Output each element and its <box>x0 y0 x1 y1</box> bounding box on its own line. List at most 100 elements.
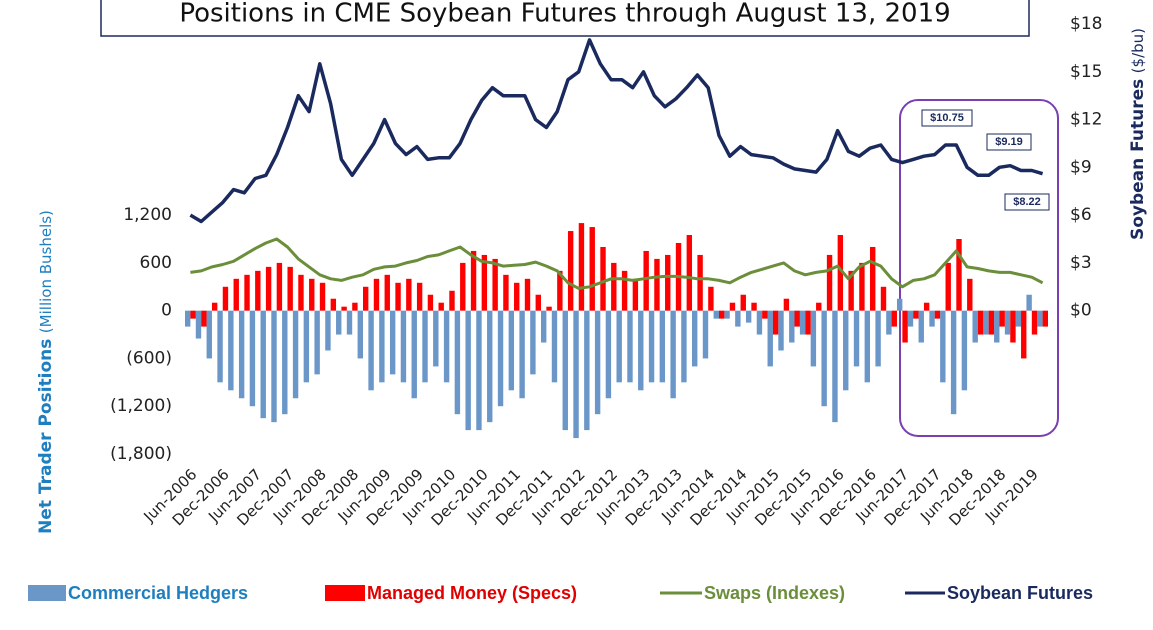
bar <box>1026 294 1032 311</box>
bar <box>643 250 649 311</box>
y-tick-label: (1,200) <box>110 396 172 416</box>
chart-title: Positions in CME Soybean Futures through… <box>179 0 950 29</box>
bar <box>1031 310 1038 335</box>
bar <box>600 246 606 311</box>
bar <box>1004 310 1011 335</box>
bar <box>1015 310 1022 327</box>
bar <box>934 310 941 319</box>
bar <box>848 270 854 311</box>
bar <box>357 310 363 359</box>
y2-tick-label: $18 <box>1070 14 1102 34</box>
bar <box>562 310 568 431</box>
bar <box>535 294 541 311</box>
bar <box>956 239 962 311</box>
bar <box>546 306 552 311</box>
bar <box>325 310 331 351</box>
bar <box>519 310 525 399</box>
bar <box>611 262 617 311</box>
bar <box>314 310 320 375</box>
bar <box>298 274 304 311</box>
bar <box>751 302 757 311</box>
bar <box>551 310 558 383</box>
bar <box>1042 310 1048 327</box>
bar <box>832 310 838 423</box>
bar <box>330 298 337 311</box>
bar <box>336 310 342 335</box>
bar <box>729 302 736 311</box>
bar <box>211 302 218 311</box>
bar <box>368 310 374 391</box>
bar <box>265 266 272 311</box>
bar <box>362 286 369 311</box>
bar <box>735 310 741 327</box>
bar <box>411 310 417 399</box>
bar <box>864 310 871 383</box>
bar <box>967 278 973 311</box>
bar <box>988 310 995 335</box>
bar <box>443 310 450 383</box>
bar <box>708 286 714 311</box>
bar <box>697 254 703 311</box>
bar <box>837 235 844 311</box>
bar <box>573 310 579 439</box>
highlight-box <box>899 99 1059 437</box>
bar <box>557 270 563 311</box>
bar <box>821 310 827 407</box>
bar <box>621 270 628 311</box>
bar <box>492 258 498 311</box>
bar <box>870 246 876 311</box>
legend: Commercial Hedgers Managed Money (Specs)… <box>28 583 1093 603</box>
title-box <box>100 0 1030 37</box>
bar <box>783 298 790 311</box>
bar <box>929 310 935 327</box>
bar <box>319 282 326 311</box>
bar <box>282 310 288 415</box>
y2-axis-label: Soybean Futures ($/bu) <box>1128 28 1148 240</box>
bar <box>578 223 585 311</box>
bar <box>185 310 191 327</box>
bar <box>292 310 299 399</box>
legend-label: Swaps (Indexes) <box>704 583 845 603</box>
bar <box>745 310 752 323</box>
bar <box>400 310 407 383</box>
bar <box>190 310 196 319</box>
bar <box>465 310 471 431</box>
y-label-unit: (Million Bushels) <box>37 210 55 333</box>
bar <box>427 294 434 311</box>
bar <box>352 302 358 311</box>
bar <box>217 310 223 383</box>
bar <box>276 262 283 311</box>
bar <box>589 227 595 311</box>
bar <box>632 278 639 311</box>
y-axis-label: Net Trader Positions (Million Bushels) <box>36 210 56 534</box>
y2-tick-label: $6 <box>1070 205 1092 225</box>
bar <box>454 310 461 415</box>
bar <box>384 274 390 311</box>
bar <box>853 310 860 367</box>
bar <box>654 258 660 311</box>
bar <box>260 310 266 419</box>
y2-label-unit: ($/bu) <box>1129 28 1147 73</box>
bar <box>487 310 493 423</box>
bar <box>681 310 687 383</box>
line <box>190 237 1044 290</box>
bar <box>659 310 666 383</box>
bar <box>907 310 914 327</box>
bar <box>195 310 202 339</box>
y-tick-label: (600) <box>126 348 172 368</box>
annotation-box <box>986 133 1032 151</box>
legend-label: Managed Money (Specs) <box>367 583 577 603</box>
bar <box>503 274 509 311</box>
bar <box>567 231 574 311</box>
bar <box>713 310 719 319</box>
bar <box>233 278 239 311</box>
bar <box>638 310 644 391</box>
y-tick-label: 1,200 <box>123 205 172 225</box>
bar <box>271 310 277 423</box>
bar <box>945 262 951 311</box>
bar <box>724 310 730 319</box>
bar <box>859 262 865 311</box>
bar <box>816 302 822 311</box>
bar <box>762 310 768 319</box>
bar <box>756 310 763 335</box>
